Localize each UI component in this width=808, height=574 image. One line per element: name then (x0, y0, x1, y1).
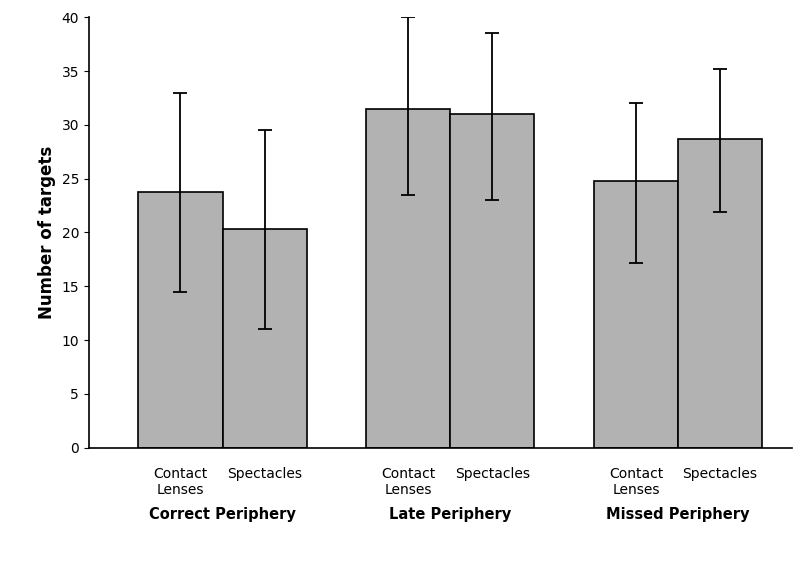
Bar (138, 192, 222, 448)
Bar (678, 139, 762, 448)
Text: Spectacles: Spectacles (455, 467, 530, 481)
Text: Missed Periphery: Missed Periphery (606, 507, 750, 522)
Text: Correct Periphery: Correct Periphery (149, 507, 296, 522)
Bar (450, 114, 534, 448)
Text: Contact
Lenses: Contact Lenses (608, 467, 663, 497)
Text: Contact
Lenses: Contact Lenses (154, 467, 208, 497)
Bar (594, 181, 678, 448)
Text: Spectacles: Spectacles (683, 467, 758, 481)
Text: Contact
Lenses: Contact Lenses (381, 467, 436, 497)
Bar (366, 108, 450, 448)
Y-axis label: Number of targets: Number of targets (38, 146, 56, 319)
Text: Spectacles: Spectacles (227, 467, 302, 481)
Bar (222, 229, 307, 448)
Text: Late Periphery: Late Periphery (389, 507, 511, 522)
